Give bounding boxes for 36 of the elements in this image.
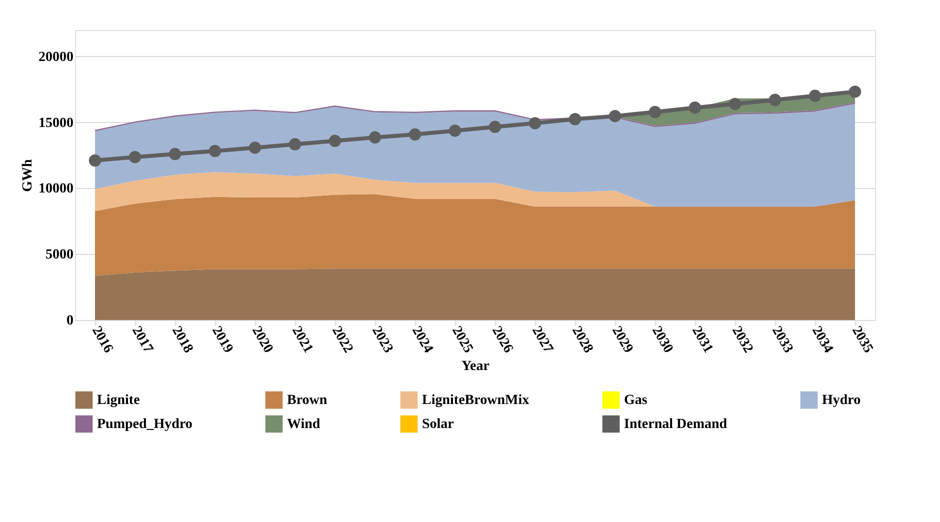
point — [168, 148, 182, 160]
y-tick-label: 20000 — [38, 50, 74, 65]
point — [248, 142, 262, 154]
point — [368, 131, 382, 144]
point — [648, 106, 662, 118]
legend-label: LigniteBrownMix — [422, 393, 530, 408]
legend-label: Internal Demand — [624, 417, 728, 432]
y-axis-title: GWh — [20, 158, 36, 192]
legend-label: Brown — [287, 393, 328, 408]
point — [608, 110, 622, 122]
point — [88, 154, 102, 167]
point — [768, 94, 782, 106]
legend-label: Hydro — [822, 393, 861, 408]
legend-label: Gas — [624, 393, 648, 408]
point — [568, 112, 582, 126]
point — [208, 144, 222, 158]
legend-label: Wind — [287, 417, 320, 432]
point — [728, 98, 742, 110]
point — [488, 120, 502, 133]
point — [448, 124, 462, 137]
point — [288, 138, 302, 150]
legend-label: Lignite — [97, 393, 140, 408]
point — [408, 128, 422, 141]
point — [128, 150, 142, 164]
point — [808, 90, 822, 102]
y-tick-label: 10000 — [38, 182, 74, 197]
y-tick-label: 0 — [66, 314, 74, 328]
y-tick-label: 15000 — [38, 116, 74, 131]
point — [328, 134, 342, 147]
x-axis-title: Year — [462, 359, 490, 374]
point — [688, 102, 702, 114]
point — [528, 117, 542, 130]
point — [848, 86, 862, 98]
legend-label: Solar — [422, 417, 454, 432]
legend-label: Pumped_Hydro — [97, 417, 192, 432]
y-tick-label: 5000 — [46, 248, 74, 263]
